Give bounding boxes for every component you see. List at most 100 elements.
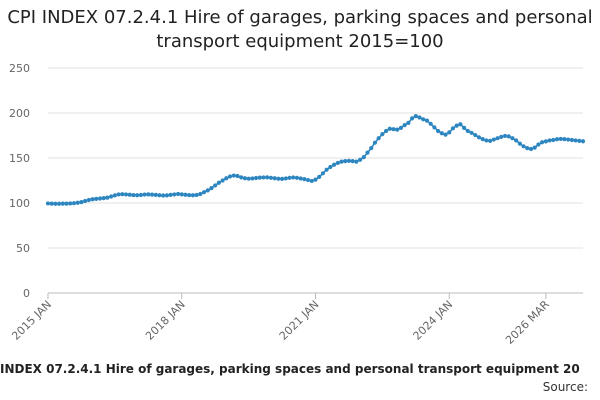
data-point[interactable]	[324, 167, 329, 172]
data-point[interactable]	[540, 140, 545, 145]
data-point[interactable]	[116, 192, 121, 197]
data-point[interactable]	[123, 192, 129, 197]
data-point[interactable]	[246, 176, 251, 181]
data-point[interactable]	[376, 136, 381, 141]
data-point[interactable]	[198, 191, 203, 197]
data-point[interactable]	[361, 155, 366, 160]
data-point[interactable]	[473, 132, 478, 138]
data-point[interactable]	[417, 115, 422, 120]
data-point[interactable]	[443, 132, 448, 137]
data-point[interactable]	[365, 150, 370, 155]
data-point[interactable]	[413, 114, 418, 119]
data-point[interactable]	[131, 192, 136, 198]
data-point[interactable]	[83, 198, 88, 204]
data-point[interactable]	[224, 176, 229, 181]
data-point[interactable]	[60, 201, 65, 206]
data-point[interactable]	[272, 176, 277, 181]
data-point[interactable]	[120, 192, 125, 197]
data-point[interactable]	[476, 135, 482, 140]
data-point[interactable]	[383, 128, 389, 134]
data-point[interactable]	[90, 197, 95, 202]
data-point[interactable]	[153, 192, 158, 197]
data-point[interactable]	[109, 194, 114, 199]
data-point[interactable]	[298, 176, 303, 181]
data-point[interactable]	[432, 125, 437, 130]
data-point[interactable]	[242, 176, 248, 181]
data-point[interactable]	[551, 137, 556, 143]
data-point[interactable]	[216, 180, 222, 185]
data-point[interactable]	[569, 137, 574, 143]
data-point[interactable]	[175, 191, 181, 197]
data-point[interactable]	[532, 145, 537, 150]
data-point[interactable]	[395, 127, 400, 132]
data-point[interactable]	[149, 192, 155, 197]
data-point[interactable]	[409, 116, 415, 121]
data-point[interactable]	[447, 130, 452, 135]
data-point[interactable]	[161, 193, 166, 198]
data-point[interactable]	[220, 178, 225, 183]
data-point[interactable]	[357, 157, 363, 162]
data-point[interactable]	[213, 183, 218, 188]
data-point[interactable]	[328, 164, 333, 170]
data-point[interactable]	[68, 201, 73, 206]
data-point[interactable]	[372, 140, 378, 145]
data-point[interactable]	[302, 177, 307, 182]
data-point[interactable]	[205, 188, 210, 193]
data-point[interactable]	[127, 192, 132, 197]
data-point[interactable]	[142, 192, 147, 197]
data-point[interactable]	[495, 136, 500, 141]
data-point[interactable]	[157, 193, 162, 198]
data-point[interactable]	[135, 193, 140, 198]
data-point[interactable]	[398, 125, 404, 130]
data-point[interactable]	[268, 175, 274, 180]
data-point[interactable]	[421, 117, 426, 122]
data-point[interactable]	[309, 178, 314, 184]
data-point[interactable]	[510, 136, 515, 141]
data-point[interactable]	[484, 138, 489, 143]
data-point[interactable]	[71, 201, 77, 206]
data-point[interactable]	[79, 200, 84, 205]
data-point[interactable]	[320, 171, 326, 176]
data-point[interactable]	[543, 139, 548, 144]
data-point[interactable]	[547, 138, 552, 143]
data-point[interactable]	[354, 159, 359, 164]
data-point[interactable]	[279, 176, 285, 181]
data-point[interactable]	[105, 195, 110, 200]
data-point[interactable]	[172, 192, 177, 197]
data-point[interactable]	[261, 175, 266, 180]
data-point[interactable]	[350, 159, 355, 164]
data-point[interactable]	[343, 159, 348, 164]
data-point[interactable]	[179, 192, 184, 197]
data-point[interactable]	[580, 139, 586, 144]
data-point[interactable]	[387, 126, 392, 131]
data-point[interactable]	[209, 186, 214, 191]
data-point[interactable]	[201, 190, 207, 195]
data-point[interactable]	[317, 174, 322, 179]
data-point[interactable]	[428, 121, 433, 126]
data-point[interactable]	[346, 158, 352, 163]
data-point[interactable]	[436, 128, 441, 134]
data-point[interactable]	[439, 131, 444, 136]
data-point[interactable]	[276, 176, 281, 181]
data-point[interactable]	[257, 175, 262, 180]
data-point[interactable]	[97, 196, 103, 201]
data-point[interactable]	[369, 146, 374, 151]
data-point[interactable]	[235, 173, 240, 179]
data-point[interactable]	[250, 176, 255, 181]
data-point[interactable]	[57, 201, 62, 206]
data-point[interactable]	[506, 134, 511, 139]
data-point[interactable]	[313, 177, 318, 182]
data-point[interactable]	[465, 128, 470, 134]
data-point[interactable]	[294, 175, 300, 180]
data-point[interactable]	[469, 130, 474, 135]
data-point[interactable]	[491, 137, 496, 142]
data-point[interactable]	[562, 137, 567, 142]
data-point[interactable]	[380, 132, 385, 137]
data-point[interactable]	[424, 118, 430, 123]
data-point[interactable]	[112, 193, 117, 198]
data-point[interactable]	[138, 192, 143, 198]
data-point[interactable]	[450, 126, 456, 131]
data-point[interactable]	[406, 120, 411, 125]
data-point[interactable]	[514, 138, 519, 143]
data-point[interactable]	[239, 175, 244, 180]
